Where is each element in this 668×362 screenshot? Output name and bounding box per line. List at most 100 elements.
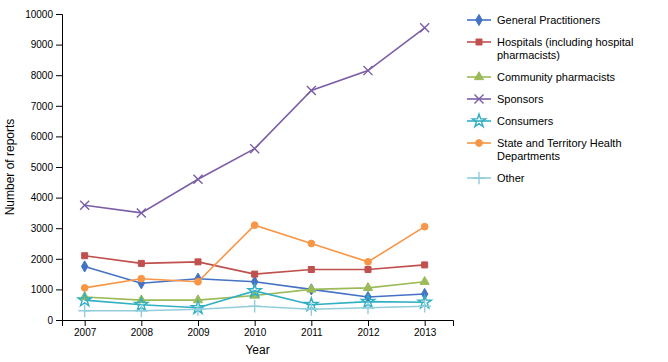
legend-label: State and Territory Health Departments xyxy=(497,137,625,162)
tick-label: 0 xyxy=(47,315,53,326)
tick-label: 2000 xyxy=(31,254,54,265)
series-area xyxy=(78,23,431,317)
tick: 2000 xyxy=(31,254,62,265)
legend-swatch-line xyxy=(467,120,491,122)
legend-label: Consumers xyxy=(497,115,554,127)
legend: General Practitioners Hospitals (includin… xyxy=(467,14,636,184)
tick-mark xyxy=(56,106,62,107)
tick-label: 7000 xyxy=(31,101,54,112)
tick-label: 2007 xyxy=(74,327,97,338)
tick-mark xyxy=(56,228,62,229)
tick-label: 2013 xyxy=(414,327,437,338)
point xyxy=(365,258,372,265)
tick-mark xyxy=(311,320,312,326)
legend-swatch-marker xyxy=(473,172,486,185)
point xyxy=(248,300,261,313)
point xyxy=(248,284,261,297)
legend-swatch-marker xyxy=(476,140,483,147)
legend-item: Consumers xyxy=(467,114,554,127)
tick-label: 2012 xyxy=(357,327,380,338)
point xyxy=(81,261,87,272)
tick-label: 10000 xyxy=(25,9,53,20)
legend-label-line: Departments xyxy=(497,150,560,162)
tick: 8000 xyxy=(31,70,62,81)
point xyxy=(307,284,316,292)
tick-label: 5000 xyxy=(31,162,54,173)
tick: 7000 xyxy=(31,101,62,112)
legend-label: General Practitioners xyxy=(497,14,601,26)
y-axis-title: Number of reports xyxy=(3,119,17,216)
series xyxy=(78,284,431,313)
point xyxy=(363,283,372,291)
point xyxy=(135,304,148,317)
legend-label-line: Sponsors xyxy=(497,93,544,105)
tick: 5000 xyxy=(31,162,62,173)
point xyxy=(138,275,145,282)
point xyxy=(308,240,315,247)
tick-label: 3000 xyxy=(31,223,54,234)
legend-swatch-marker xyxy=(472,114,485,127)
legend-swatch-marker xyxy=(474,72,483,80)
tick: 2010 xyxy=(244,320,267,338)
tick: 4000 xyxy=(31,192,62,203)
point xyxy=(418,300,431,313)
tick: 2007 xyxy=(74,320,97,338)
tick-mark xyxy=(56,167,62,168)
legend-label-line: pharmacists) xyxy=(497,49,560,61)
tick-mark xyxy=(425,320,426,326)
legend-label: Sponsors xyxy=(497,93,544,105)
legend-swatch-marker xyxy=(476,39,482,45)
series-line xyxy=(85,28,425,213)
legend-label-line: Community pharmacists xyxy=(497,71,615,83)
point xyxy=(78,293,91,306)
tick-label: 1000 xyxy=(31,284,54,295)
tick-mark xyxy=(56,14,62,15)
series xyxy=(80,23,429,217)
tick-mark xyxy=(198,320,199,326)
point xyxy=(80,201,89,210)
point xyxy=(82,253,88,259)
point xyxy=(421,223,428,230)
tick: 1000 xyxy=(31,284,62,295)
legend-item: Community pharmacists xyxy=(467,71,615,83)
tick-mark xyxy=(56,45,62,46)
tick-mark xyxy=(56,320,62,321)
point xyxy=(81,284,88,291)
x-axis-title: Year xyxy=(245,343,269,357)
y-axis: 0100020003000400050006000700080009000100… xyxy=(25,9,62,326)
point xyxy=(195,259,201,265)
x-axis: 2007200820092010201120122013 xyxy=(63,320,454,338)
point xyxy=(362,301,375,314)
tick-mark xyxy=(85,320,86,326)
legend-item: Other xyxy=(467,172,525,185)
point xyxy=(420,276,429,284)
tick: 2012 xyxy=(357,320,380,338)
point xyxy=(365,267,371,273)
point xyxy=(78,304,91,317)
legend-label-line: State and Territory Health xyxy=(497,137,625,149)
tick-mark xyxy=(56,198,62,199)
tick-label: 4000 xyxy=(31,192,54,203)
series xyxy=(78,300,431,317)
point xyxy=(252,271,258,277)
tick-mark xyxy=(56,259,62,260)
point xyxy=(251,222,258,229)
tick: 9000 xyxy=(31,39,62,50)
tick-label: 2008 xyxy=(131,327,154,338)
tick-mark xyxy=(255,320,256,326)
legend-label-line: Consumers xyxy=(497,115,554,127)
tick-label: 2010 xyxy=(244,327,267,338)
axis-line xyxy=(63,321,454,327)
tick-mark xyxy=(368,320,369,326)
tick-mark xyxy=(56,289,62,290)
point xyxy=(422,262,428,268)
axis-line xyxy=(56,15,63,321)
point xyxy=(420,23,429,32)
tick: 2008 xyxy=(131,320,154,338)
tick-label: 2011 xyxy=(301,327,323,338)
series-line xyxy=(85,225,425,288)
point xyxy=(250,144,259,153)
legend-label-line: Hospitals (including hospital xyxy=(497,36,636,48)
series xyxy=(81,261,427,303)
legend-label: Hospitals (including hospital pharmacist… xyxy=(497,36,636,61)
